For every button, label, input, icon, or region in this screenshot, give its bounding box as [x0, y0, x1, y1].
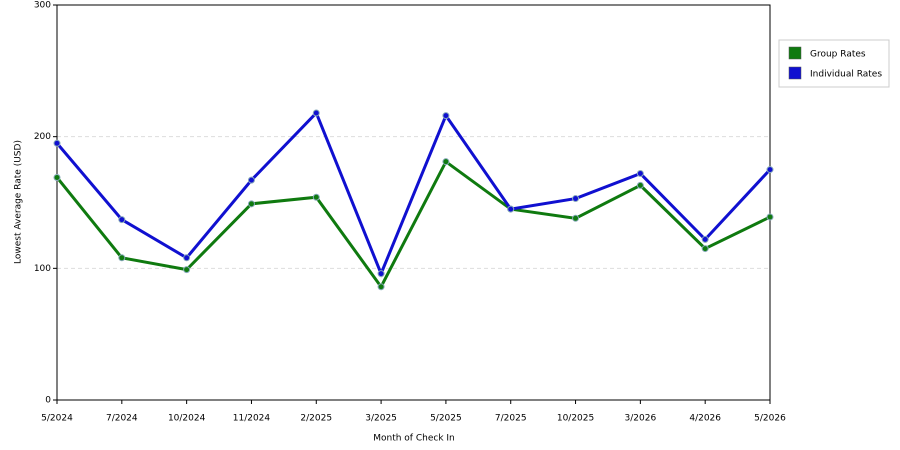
series-line — [55, 159, 771, 290]
y-axis-label: Lowest Average Rate (USD) — [14, 140, 24, 264]
data-point — [247, 176, 255, 184]
x-axis-label: Month of Check In — [373, 434, 455, 444]
data-point — [636, 170, 644, 178]
y-tick-label: 100 — [34, 264, 51, 274]
y-tick-label: 200 — [34, 132, 51, 142]
x-tick-label: 3/2026 — [625, 414, 657, 424]
data-point — [636, 181, 644, 189]
plot-frame — [56, 4, 771, 401]
data-point — [312, 109, 320, 117]
data-point — [701, 245, 709, 253]
data-point — [572, 195, 580, 203]
y-tick-label: 300 — [34, 1, 51, 11]
x-tick-label: 2/2025 — [300, 414, 332, 424]
x-tick-label: 10/2024 — [168, 414, 206, 424]
x-tick-label: 5/2026 — [754, 414, 786, 424]
data-point — [766, 213, 774, 221]
data-point — [572, 214, 580, 222]
data-point — [247, 200, 255, 208]
legend-swatch — [788, 66, 802, 80]
data-point — [118, 254, 126, 262]
data-point — [507, 205, 515, 213]
legend-label: Individual Rates — [810, 70, 882, 80]
x-tick-label: 3/2025 — [365, 414, 397, 424]
y-tick-label: 0 — [45, 396, 51, 406]
data-point — [701, 235, 709, 243]
data-point — [183, 266, 191, 274]
data-point — [183, 254, 191, 262]
data-point — [53, 173, 61, 181]
data-point — [377, 283, 385, 291]
x-tick-label: 5/2024 — [41, 414, 73, 424]
data-point — [442, 158, 450, 166]
x-tick-label: 4/2026 — [689, 414, 721, 424]
data-point — [377, 270, 385, 278]
x-tick-label: 7/2024 — [106, 414, 138, 424]
x-tick-label: 11/2024 — [233, 414, 271, 424]
x-tick-label: 10/2025 — [557, 414, 594, 424]
series-line — [55, 110, 772, 278]
data-point — [118, 216, 126, 224]
x-tick-label: 7/2025 — [495, 414, 527, 424]
x-tick-label: 5/2025 — [430, 414, 462, 424]
legend-swatch — [788, 46, 802, 60]
data-point — [312, 193, 320, 201]
data-point — [766, 166, 774, 174]
legend-label: Group Rates — [810, 50, 866, 60]
data-point — [53, 139, 61, 147]
data-point — [442, 112, 450, 120]
